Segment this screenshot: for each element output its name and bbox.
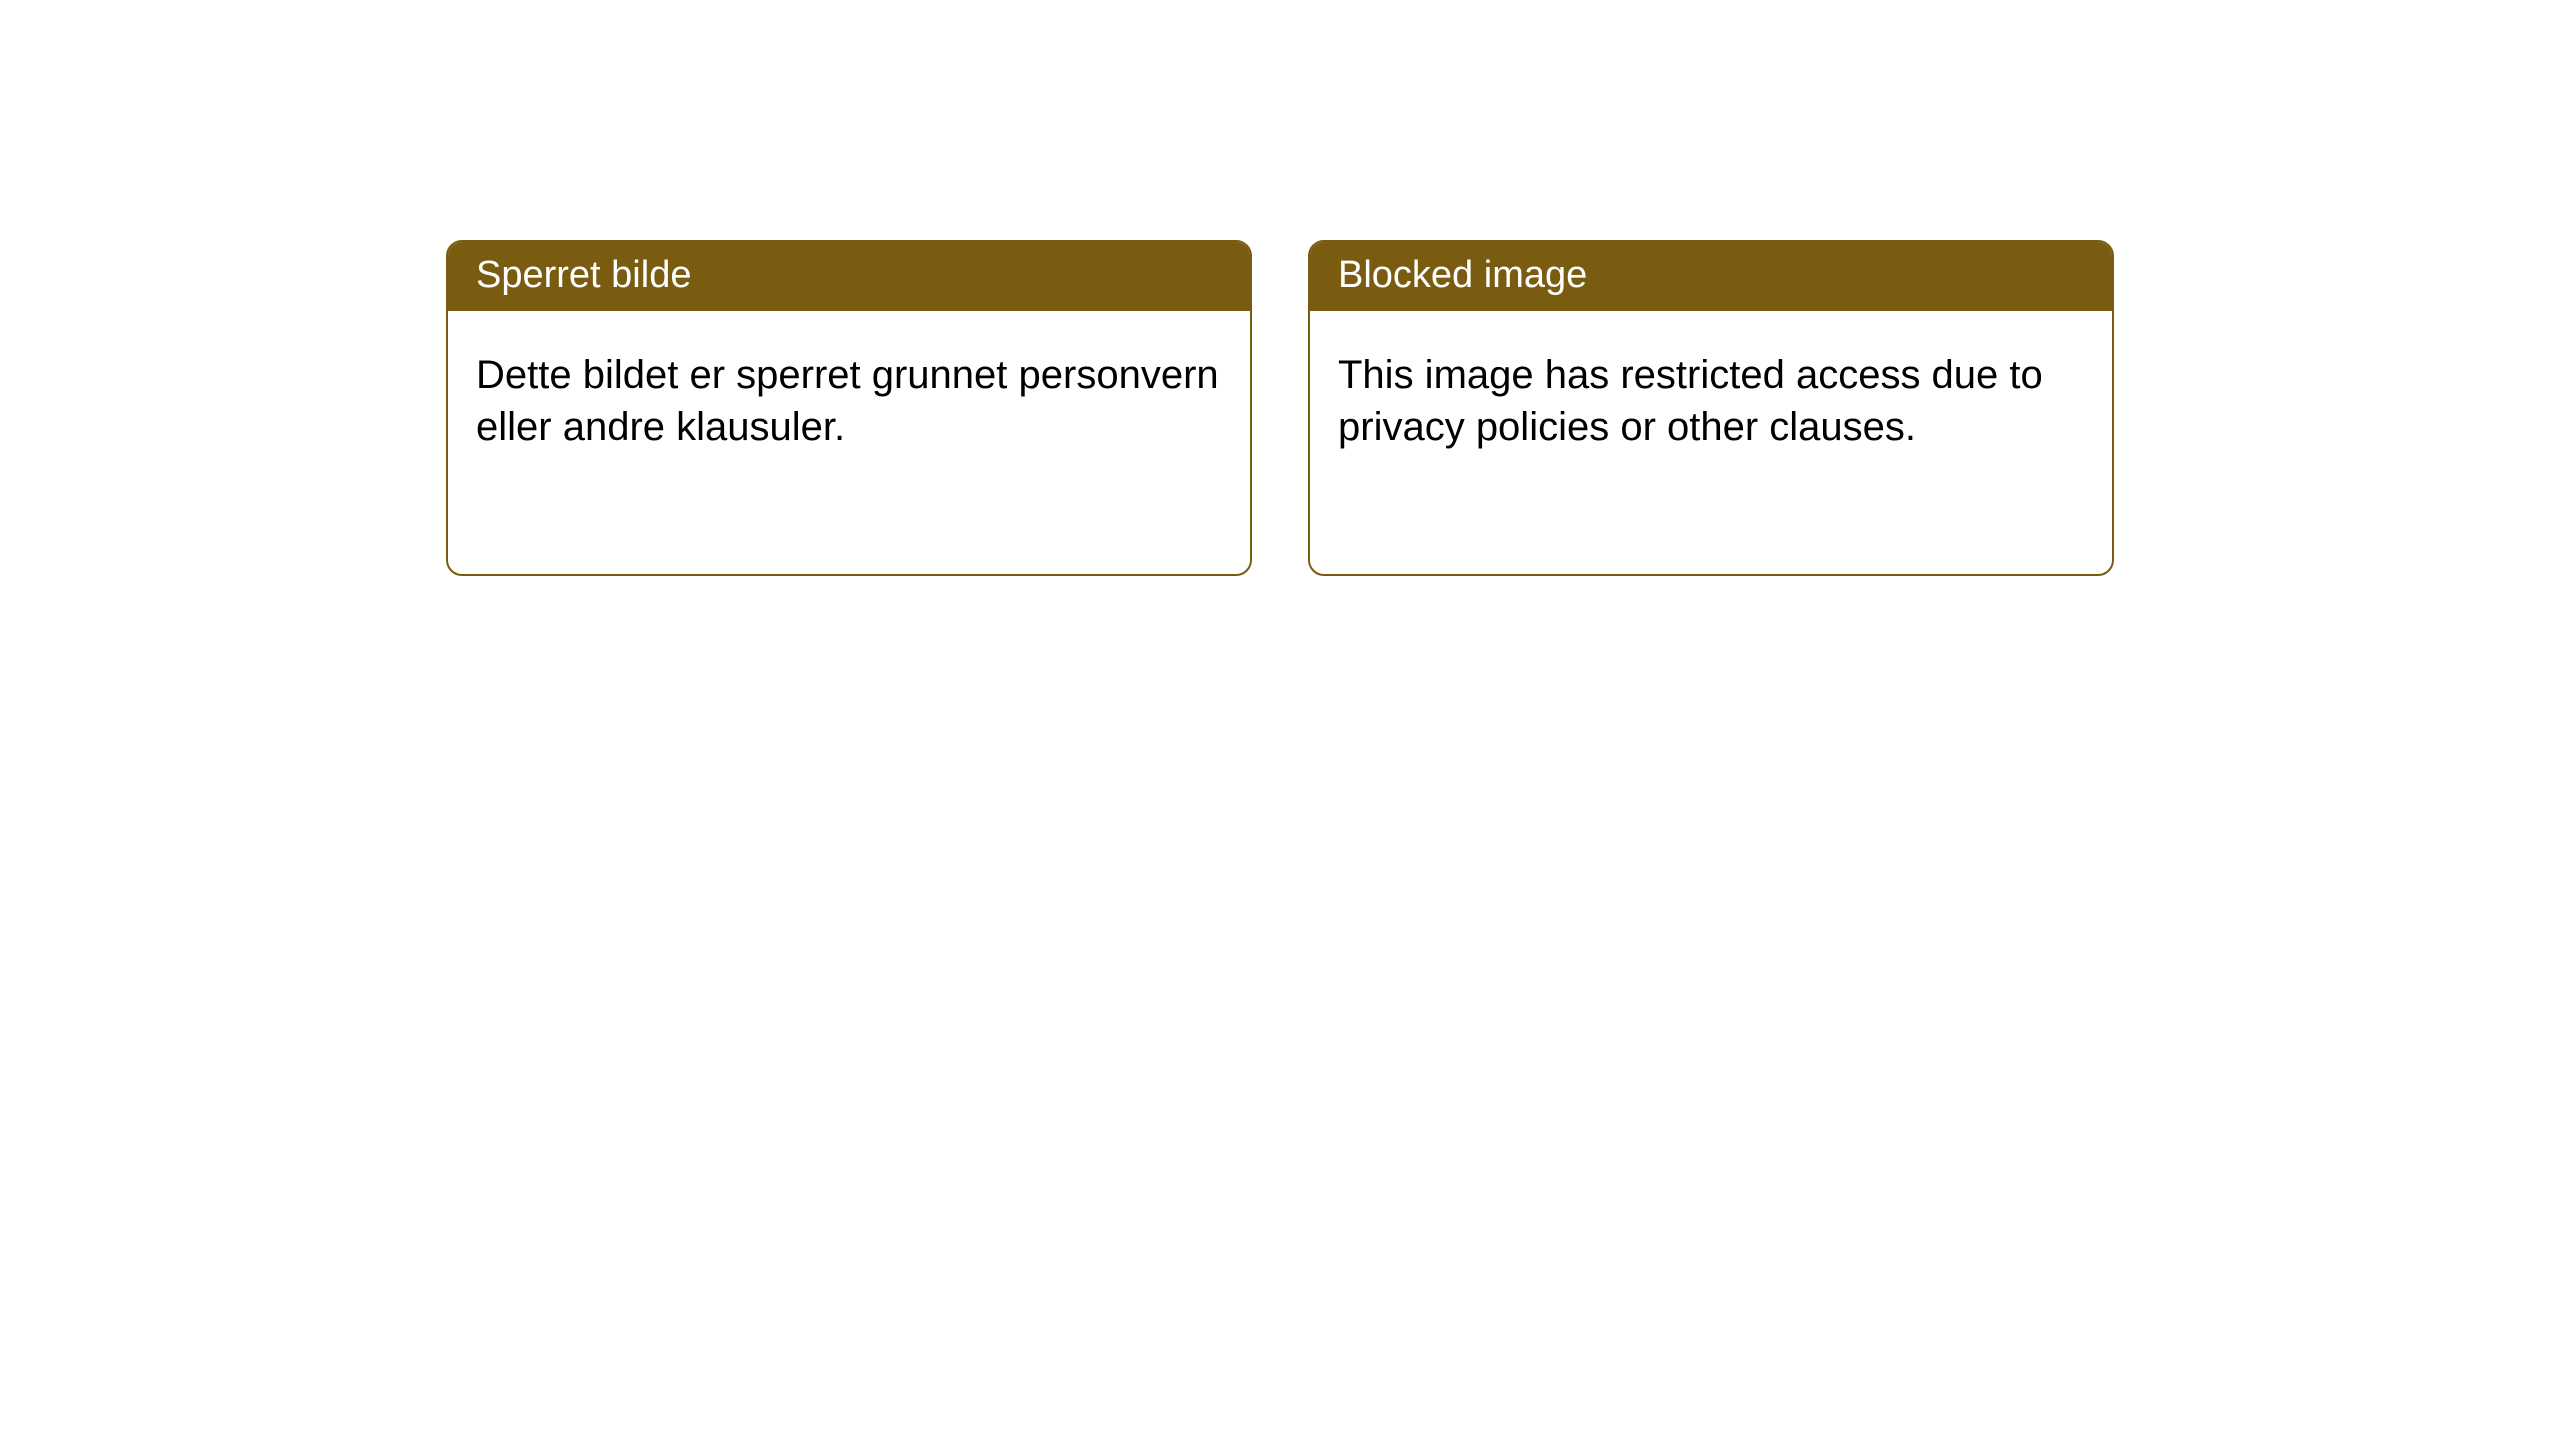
notice-card-header: Sperret bilde — [448, 242, 1250, 311]
notice-cards-row: Sperret bilde Dette bildet er sperret gr… — [446, 240, 2114, 576]
notice-card-header: Blocked image — [1310, 242, 2112, 311]
notice-card-english: Blocked image This image has restricted … — [1308, 240, 2114, 576]
notice-card-body: Dette bildet er sperret grunnet personve… — [448, 311, 1250, 491]
notice-card-body: This image has restricted access due to … — [1310, 311, 2112, 491]
notice-card-norwegian: Sperret bilde Dette bildet er sperret gr… — [446, 240, 1252, 576]
